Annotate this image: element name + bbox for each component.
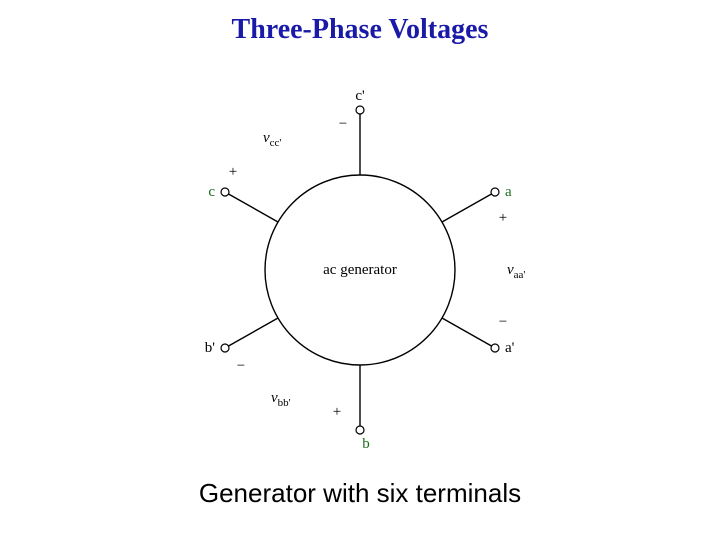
diagram-caption: Generator with six terminals xyxy=(0,478,720,509)
diagram-svg: ac generator c' a a' b b' c − + − + − + vcc' vaa' vbb' xyxy=(185,80,535,460)
svg-text:−: − xyxy=(339,116,347,132)
svg-text:b': b' xyxy=(205,340,216,356)
generator-diagram: ac generator c' a a' b b' c − + − + − + vcc' vaa' vbb' xyxy=(185,80,535,460)
svg-text:vbb': vbb' xyxy=(271,390,291,409)
page-title: Three-Phase Voltages xyxy=(0,14,720,46)
svg-text:−: − xyxy=(499,314,507,330)
svg-text:b: b xyxy=(362,436,370,452)
svg-text:vaa': vaa' xyxy=(507,262,525,281)
svg-text:+: + xyxy=(499,210,507,226)
svg-text:c': c' xyxy=(355,88,365,104)
svg-text:c: c xyxy=(208,184,215,200)
svg-text:ac generator: ac generator xyxy=(323,262,397,278)
svg-text:a': a' xyxy=(505,340,515,356)
svg-text:a: a xyxy=(505,184,512,200)
page: Three-Phase Voltages ac generator c' a a' b b… xyxy=(0,0,720,540)
svg-text:+: + xyxy=(333,404,341,420)
svg-text:+: + xyxy=(229,164,237,180)
svg-text:vcc': vcc' xyxy=(263,130,281,149)
svg-text:−: − xyxy=(237,358,245,374)
